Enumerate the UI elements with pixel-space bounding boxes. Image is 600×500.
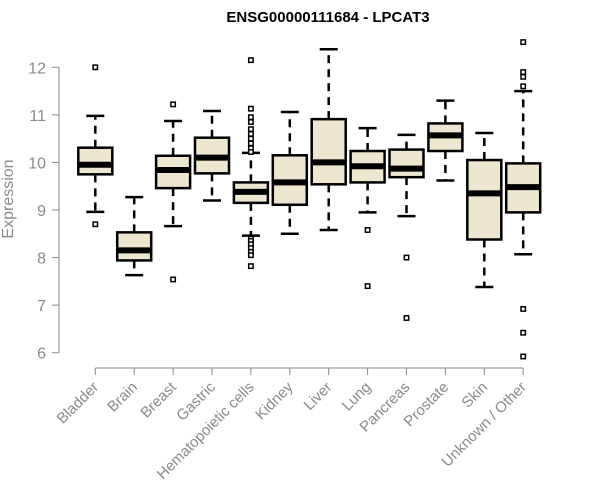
outlier-point [520, 69, 527, 76]
box-iqr [77, 146, 114, 176]
outlier-point [247, 149, 254, 155]
box-pancreas [388, 133, 425, 321]
box-gastric [193, 109, 231, 202]
box-hematopoietic-cells [232, 57, 270, 270]
outlier-point [247, 252, 254, 259]
outlier-point [170, 101, 177, 108]
box-breast [154, 101, 192, 283]
chart-title: ENSG00000111684 - LPCAT3 [226, 9, 429, 26]
y-tick-label: 10 [28, 155, 46, 172]
x-tick-label: Kidney [252, 378, 297, 423]
outlier-point [520, 305, 527, 312]
outlier-point [247, 114, 254, 121]
box-iqr [310, 117, 347, 186]
box-bladder [77, 64, 114, 228]
outlier-point [247, 105, 254, 112]
x-tick-label: Liver [301, 379, 336, 414]
outlier-point [520, 73, 527, 80]
box-iqr [115, 231, 153, 262]
outlier-point [520, 353, 527, 360]
outlier-point [364, 283, 371, 290]
outlier-point [520, 83, 527, 90]
x-tick-label: Brain [104, 379, 141, 416]
y-tick-label: 6 [37, 346, 46, 363]
outlier-point [92, 221, 99, 228]
x-tick-label: Skin [458, 379, 491, 412]
outlier-point [247, 263, 254, 270]
box-iqr [388, 148, 425, 179]
y-tick-label: 8 [37, 251, 46, 268]
outlier-point [247, 119, 254, 125]
y-tick-label: 9 [37, 203, 46, 220]
outlier-point [247, 57, 254, 64]
y-axis-label: Expression [0, 159, 17, 238]
outlier-point [520, 329, 527, 336]
outlier-point [247, 135, 254, 142]
y-tick-label: 11 [29, 108, 46, 125]
box-liver [310, 47, 347, 232]
box-iqr [466, 158, 503, 241]
box-skin [466, 131, 503, 289]
x-tick-label: Lung [339, 379, 375, 415]
outlier-point [403, 315, 410, 321]
outlier-point [247, 130, 254, 137]
box-brain [115, 195, 153, 277]
y-tick-label: 12 [28, 60, 46, 77]
outlier-point [247, 140, 254, 147]
box-prostate [427, 99, 464, 182]
box-unknown-other [504, 39, 542, 360]
outlier-point [247, 126, 254, 133]
outlier-point [403, 254, 410, 261]
x-tick-label: Breast [137, 378, 180, 421]
outlier-point [92, 64, 99, 71]
y-axis: 6 7 8 9 10 11 12 [28, 60, 60, 363]
box-lung [349, 126, 386, 290]
outlier-point [170, 276, 177, 283]
x-tick-label: Bladder [54, 379, 103, 428]
box-kidney [271, 110, 309, 236]
boxes [77, 39, 542, 360]
y-tick-label: 7 [37, 298, 46, 315]
outlier-point [520, 39, 527, 46]
outlier-point [364, 227, 371, 233]
